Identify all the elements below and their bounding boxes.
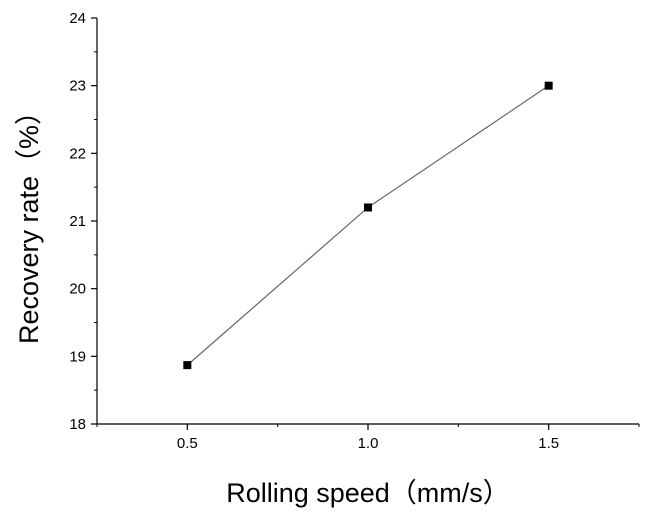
plot-area: 18 19 20 21 22 23 24 0.5 1.0 1.5 (69, 10, 640, 452)
y-tick-label: 22 (69, 145, 86, 162)
y-tick-label: 20 (69, 281, 86, 298)
x-tick-label: 0.5 (177, 435, 198, 452)
x-tick-label: 1.5 (538, 435, 559, 452)
x-tick-label: 1.0 (358, 435, 379, 452)
series-layer (183, 81, 553, 370)
y-tick-label: 24 (69, 10, 86, 27)
series-line (186, 85, 550, 366)
data-point-marker (364, 203, 372, 212)
y-tick-label: 21 (69, 213, 86, 230)
y-tick-label: 19 (69, 348, 86, 365)
x-axis-ticks: 0.5 1.0 1.5 (96, 424, 640, 452)
data-point-marker (183, 361, 192, 370)
y-tick-label: 23 (69, 78, 86, 95)
x-axis-title: Rolling speed（mm/s） (226, 478, 510, 508)
y-axis-ticks: 18 19 20 21 22 23 24 (69, 10, 97, 433)
y-axis-title: Recovery rate（%） (14, 98, 44, 344)
data-point-marker (544, 81, 553, 90)
y-tick-label: 18 (69, 416, 86, 433)
